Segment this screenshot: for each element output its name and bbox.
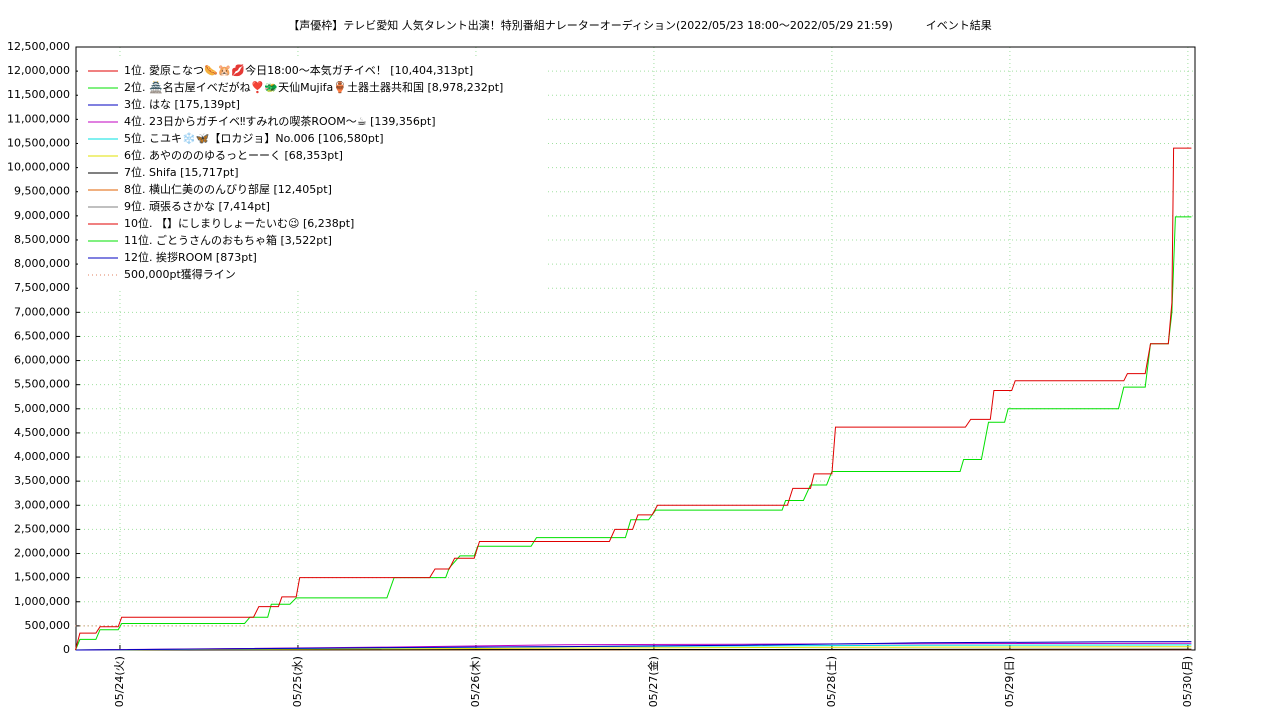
legend-label: 500,000pt獲得ライン bbox=[124, 268, 236, 281]
y-tick-label: 8,500,000 bbox=[14, 233, 70, 246]
y-tick-label: 10,000,000 bbox=[7, 161, 70, 174]
legend-label: 9位. 頑張るさかな [7,414pt] bbox=[124, 199, 270, 213]
y-tick-label: 11,500,000 bbox=[7, 88, 70, 101]
y-tick-label: 9,500,000 bbox=[14, 185, 70, 198]
x-tick-label: 05/26(木) bbox=[469, 656, 482, 707]
x-tick-label: 05/24(火) bbox=[113, 656, 126, 707]
legend-label: 8位. 横山仁美ののんびり部屋 [12,405pt] bbox=[124, 182, 332, 196]
y-tick-label: 1,000,000 bbox=[14, 595, 70, 608]
y-tick-label: 500,000 bbox=[25, 619, 71, 632]
y-tick-label: 6,000,000 bbox=[14, 354, 70, 367]
legend-label: 11位. ごとうさんのおもちゃ箱 [3,522pt] bbox=[124, 233, 332, 247]
y-tick-label: 4,500,000 bbox=[14, 426, 70, 439]
y-tick-label: 10,500,000 bbox=[7, 136, 70, 149]
legend: 1位. 愛原こなつ🌭🐹💋今日18:00～本気ガチイベ！ [10,404,313p… bbox=[78, 58, 546, 290]
x-tick-label: 05/29(日) bbox=[1003, 656, 1016, 707]
y-tick-label: 4,000,000 bbox=[14, 450, 70, 463]
y-tick-label: 1,500,000 bbox=[14, 571, 70, 584]
legend-label: 4位. 23日からガチイベ‼すみれの喫茶ROOM〜☕ [139,356pt] bbox=[124, 114, 436, 128]
legend-label: 5位. こユキ❄️🦋【ロカジョ】No.006 [106,580pt] bbox=[124, 131, 384, 145]
y-tick-label: 5,500,000 bbox=[14, 378, 70, 391]
x-tick-label: 05/30(月) bbox=[1181, 656, 1194, 707]
y-tick-label: 7,000,000 bbox=[14, 305, 70, 318]
y-tick-label: 7,500,000 bbox=[14, 281, 70, 294]
y-tick-label: 2,500,000 bbox=[14, 522, 70, 535]
y-tick-label: 6,500,000 bbox=[14, 329, 70, 342]
y-tick-label: 9,000,000 bbox=[14, 209, 70, 222]
series-line bbox=[75, 147, 1192, 651]
y-tick-label: 0 bbox=[63, 643, 70, 656]
chart-title: 【声優枠】テレビ愛知 人気タレント出演！特別番組ナレーターオーディション(202… bbox=[288, 18, 992, 32]
y-tick-label: 3,000,000 bbox=[14, 498, 70, 511]
x-tick-label: 05/25(水) bbox=[291, 656, 304, 707]
y-tick-label: 12,500,000 bbox=[7, 40, 70, 53]
x-tick-label: 05/28(土) bbox=[825, 656, 838, 707]
y-tick-label: 3,500,000 bbox=[14, 474, 70, 487]
series-line bbox=[75, 641, 1192, 651]
y-tick-label: 5,000,000 bbox=[14, 402, 70, 415]
legend-label: 7位. Shifa [15,717pt] bbox=[124, 165, 238, 179]
legend-label: 6位. あやのののゆるっとーーく [68,353pt] bbox=[124, 148, 343, 162]
y-tick-label: 8,000,000 bbox=[14, 257, 70, 270]
legend-box bbox=[78, 58, 546, 290]
legend-label: 3位. はな [175,139pt] bbox=[124, 97, 240, 111]
legend-label: 12位. 挨拶ROOM [873pt] bbox=[124, 250, 257, 264]
series-line bbox=[75, 646, 1192, 651]
legend-label: 1位. 愛原こなつ🌭🐹💋今日18:00～本気ガチイベ！ [10,404,313p… bbox=[124, 63, 473, 77]
legend-label: 2位. 🏯名古屋イベだがね❣️🐲天仙Mujifa🏺土器土器共和国 [8,978,… bbox=[124, 80, 503, 94]
x-tick-label: 05/27(金) bbox=[646, 656, 660, 707]
series-line bbox=[75, 216, 1192, 651]
y-tick-label: 12,000,000 bbox=[7, 64, 70, 77]
series-line bbox=[75, 648, 1192, 651]
legend-label: 10位. 【】にしまりしょーたいむ😉 [6,238pt] bbox=[124, 216, 354, 230]
y-tick-label: 2,000,000 bbox=[14, 547, 70, 560]
y-tick-label: 11,000,000 bbox=[7, 112, 70, 125]
